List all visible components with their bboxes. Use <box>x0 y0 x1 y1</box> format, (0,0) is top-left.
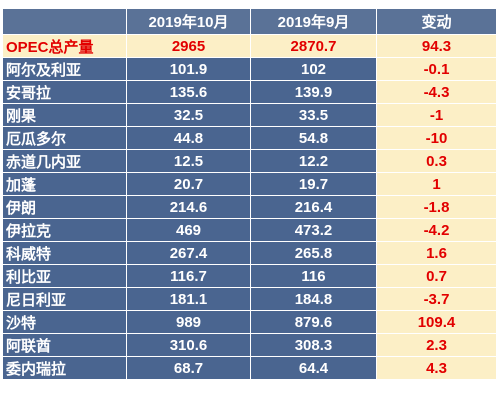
country-change-value: -10 <box>376 126 497 150</box>
country-oct-value: 32.5 <box>126 103 251 127</box>
country-change-value: 0.3 <box>376 149 497 173</box>
country-oct-value: 135.6 <box>126 80 251 104</box>
country-oct-value: 310.6 <box>126 333 251 357</box>
total-name: OPEC总产量 <box>2 34 127 58</box>
country-oct-value: 989 <box>126 310 251 334</box>
country-name: 刚果 <box>2 103 127 127</box>
country-name: 伊拉克 <box>2 218 127 242</box>
country-oct-value: 267.4 <box>126 241 251 265</box>
country-change-value: -0.1 <box>376 57 497 81</box>
country-row: 伊拉克 469 473.2 -4.2 <box>2 218 497 242</box>
country-change-value: -3.7 <box>376 287 497 311</box>
country-change-value: 0.7 <box>376 264 497 288</box>
country-row: 沙特 989 879.6 109.4 <box>2 310 497 334</box>
country-row: 利比亚 116.7 116 0.7 <box>2 264 497 288</box>
country-name: 阿联酋 <box>2 333 127 357</box>
country-row: 阿尔及利亚 101.9 102 -0.1 <box>2 57 497 81</box>
country-oct-value: 116.7 <box>126 264 251 288</box>
country-sep-value: 102 <box>250 57 377 81</box>
country-sep-value: 473.2 <box>250 218 377 242</box>
total-row: OPEC总产量 2965 2870.7 94.3 <box>2 34 497 58</box>
country-name: 科威特 <box>2 241 127 265</box>
country-name: 赤道几内亚 <box>2 149 127 173</box>
country-sep-value: 308.3 <box>250 333 377 357</box>
country-sep-value: 216.4 <box>250 195 377 219</box>
country-row: 加蓬 20.7 19.7 1 <box>2 172 497 196</box>
country-change-value: -4.2 <box>376 218 497 242</box>
country-oct-value: 469 <box>126 218 251 242</box>
total-sep: 2870.7 <box>250 34 377 58</box>
country-oct-value: 181.1 <box>126 287 251 311</box>
country-name: 沙特 <box>2 310 127 334</box>
country-row: 厄瓜多尔 44.8 54.8 -10 <box>2 126 497 150</box>
total-oct: 2965 <box>126 34 251 58</box>
country-change-value: 1.6 <box>376 241 497 265</box>
country-sep-value: 116 <box>250 264 377 288</box>
header-oct-2019: 2019年10月 <box>126 8 251 35</box>
country-sep-value: 879.6 <box>250 310 377 334</box>
country-sep-value: 33.5 <box>250 103 377 127</box>
country-name: 委内瑞拉 <box>2 356 127 380</box>
header-sep-2019: 2019年9月 <box>250 8 377 35</box>
country-oct-value: 101.9 <box>126 57 251 81</box>
country-sep-value: 184.8 <box>250 287 377 311</box>
country-change-value: 4.3 <box>376 356 497 380</box>
country-name: 安哥拉 <box>2 80 127 104</box>
country-name: 尼日利亚 <box>2 287 127 311</box>
country-oct-value: 20.7 <box>126 172 251 196</box>
country-sep-value: 64.4 <box>250 356 377 380</box>
country-oct-value: 214.6 <box>126 195 251 219</box>
country-change-value: -1 <box>376 103 497 127</box>
country-name: 厄瓜多尔 <box>2 126 127 150</box>
header-corner-cell <box>2 8 127 35</box>
country-sep-value: 19.7 <box>250 172 377 196</box>
header-change: 变动 <box>376 8 497 35</box>
country-change-value: -4.3 <box>376 80 497 104</box>
country-row: 安哥拉 135.6 139.9 -4.3 <box>2 80 497 104</box>
country-name: 伊朗 <box>2 195 127 219</box>
country-row: 赤道几内亚 12.5 12.2 0.3 <box>2 149 497 173</box>
header-row: 2019年10月 2019年9月 变动 <box>2 8 497 35</box>
country-change-value: -1.8 <box>376 195 497 219</box>
total-change: 94.3 <box>376 34 497 58</box>
country-oct-value: 68.7 <box>126 356 251 380</box>
country-row: 伊朗 214.6 216.4 -1.8 <box>2 195 497 219</box>
country-sep-value: 265.8 <box>250 241 377 265</box>
opec-production-table: 2019年10月 2019年9月 变动 OPEC总产量 2965 2870.7 … <box>2 8 497 380</box>
country-change-value: 109.4 <box>376 310 497 334</box>
country-oct-value: 12.5 <box>126 149 251 173</box>
country-row: 委内瑞拉 68.7 64.4 4.3 <box>2 356 497 380</box>
country-name: 加蓬 <box>2 172 127 196</box>
country-oct-value: 44.8 <box>126 126 251 150</box>
country-change-value: 2.3 <box>376 333 497 357</box>
country-change-value: 1 <box>376 172 497 196</box>
country-name: 阿尔及利亚 <box>2 57 127 81</box>
country-row: 科威特 267.4 265.8 1.6 <box>2 241 497 265</box>
country-sep-value: 12.2 <box>250 149 377 173</box>
country-sep-value: 139.9 <box>250 80 377 104</box>
country-sep-value: 54.8 <box>250 126 377 150</box>
country-row: 阿联酋 310.6 308.3 2.3 <box>2 333 497 357</box>
country-row: 尼日利亚 181.1 184.8 -3.7 <box>2 287 497 311</box>
country-row: 刚果 32.5 33.5 -1 <box>2 103 497 127</box>
country-name: 利比亚 <box>2 264 127 288</box>
